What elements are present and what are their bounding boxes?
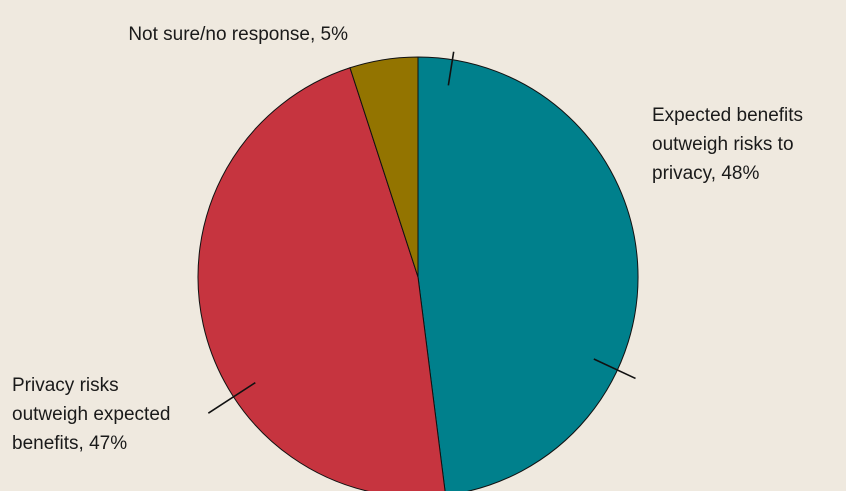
leader-line-0 (593, 358, 636, 380)
slice-label-line: outweigh risks to (652, 134, 794, 155)
pie-slice-1 (197, 67, 446, 491)
slice-label-line: Not sure/no response, 5% (128, 24, 348, 45)
slice-label-line: privacy, 48% (652, 163, 759, 184)
slice-labels: Expected benefits outweigh risks to privac… (12, 24, 803, 454)
slice-label-line: outweigh expected (12, 404, 170, 425)
slice-label-line: Expected benefits (652, 105, 803, 126)
pie-slice-2 (349, 56, 419, 278)
slice-label-0: Expected benefits outweigh risks to privac… (652, 105, 803, 184)
pie-slices (197, 56, 639, 491)
leader-line-2 (447, 51, 455, 86)
slice-label-line: benefits, 47% (12, 433, 127, 454)
leader-line-1 (207, 381, 256, 414)
pie-slice-0 (417, 56, 639, 491)
slice-label-line: Privacy risks (12, 375, 119, 396)
slice-label-2: Not sure/no response, 5% (128, 24, 348, 45)
leader-lines (207, 51, 636, 414)
slice-label-1: Privacy risks outweigh expected benefits, … (12, 375, 170, 454)
